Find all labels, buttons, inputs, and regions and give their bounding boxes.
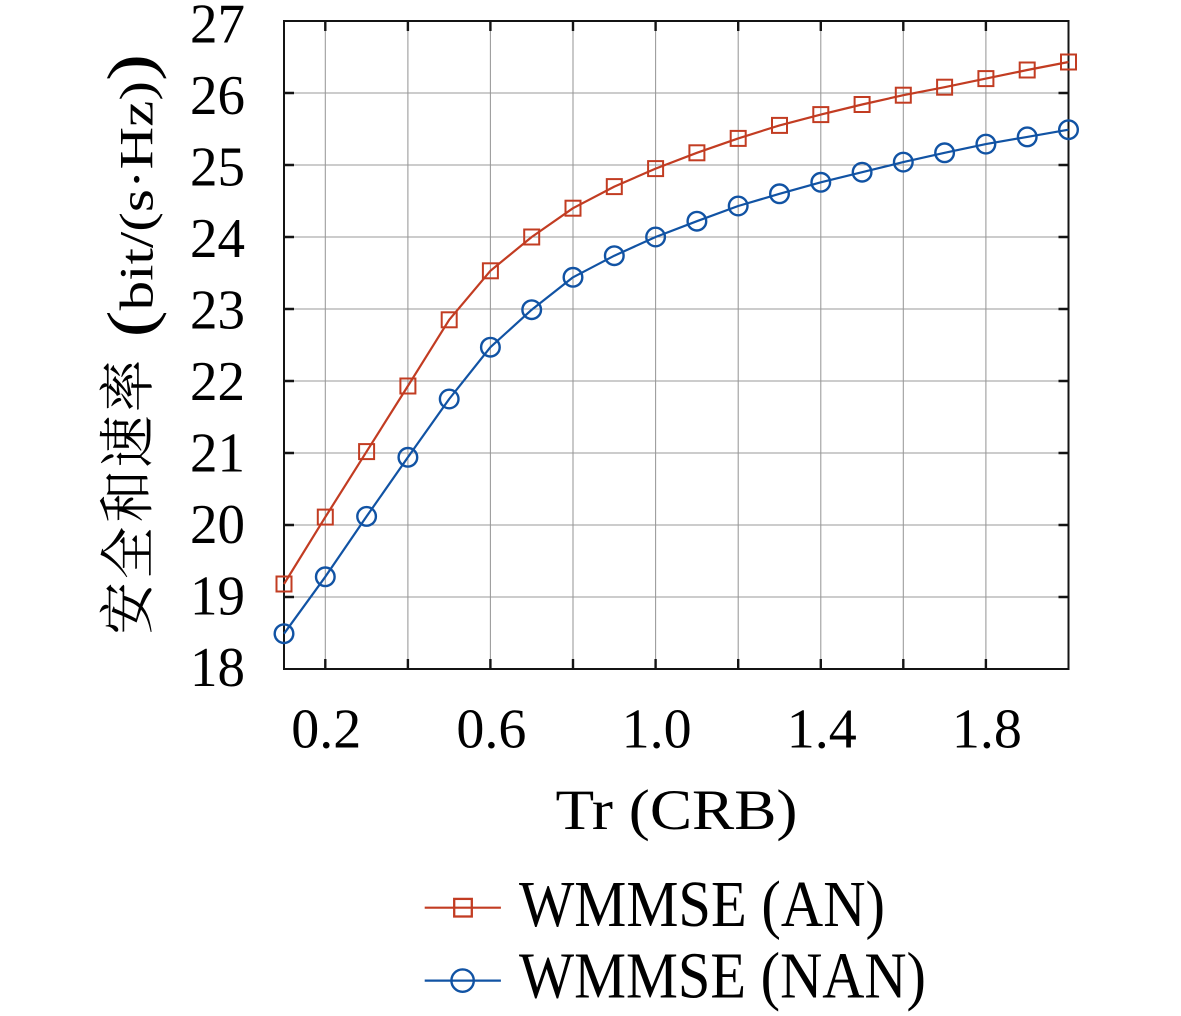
svg-text:24: 24 [190,208,245,270]
svg-text:23: 23 [190,280,245,342]
svg-text:26: 26 [190,65,245,127]
svg-text:1.0: 1.0 [622,698,692,760]
svg-text:27: 27 [190,0,245,56]
svg-text:25: 25 [190,137,245,199]
svg-text:22: 22 [190,351,245,413]
svg-text:20: 20 [190,494,245,556]
svg-text:19: 19 [190,566,245,628]
svg-text:18: 18 [190,637,245,699]
svg-text:WMMSE (AN): WMMSE (AN) [519,869,885,941]
svg-text:Tr (CRB): Tr (CRB) [556,779,798,842]
svg-text:1.8: 1.8 [952,698,1022,760]
svg-text:1.4: 1.4 [787,698,857,760]
svg-text:WMMSE (NAN): WMMSE (NAN) [519,941,926,1013]
svg-text:0.2: 0.2 [291,698,361,760]
svg-text:0.6: 0.6 [456,698,526,760]
svg-text:21: 21 [190,423,245,485]
